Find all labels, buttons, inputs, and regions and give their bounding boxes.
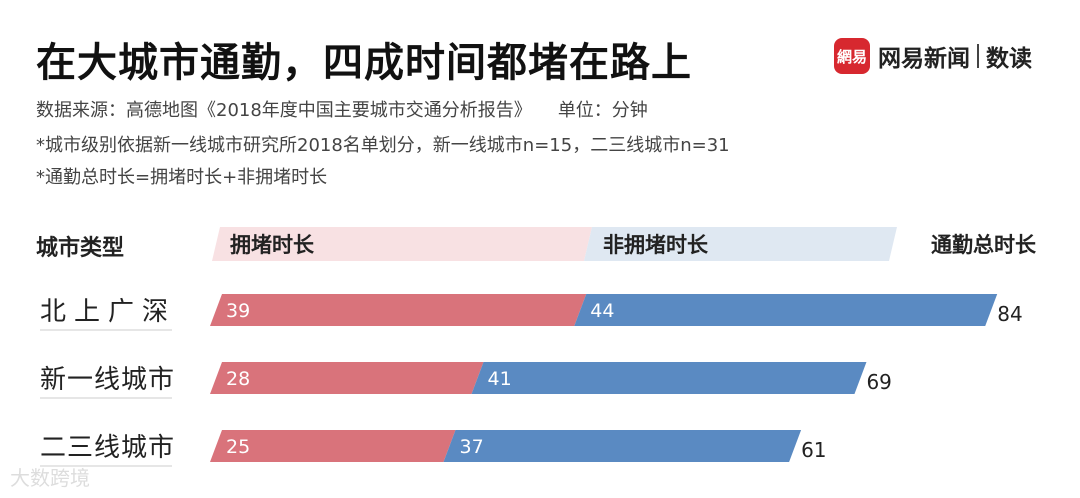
- category-label: 北上广深: [40, 297, 176, 327]
- brand: 網易 网易新闻 数读: [834, 38, 1032, 74]
- brand-separator: [977, 44, 979, 68]
- page-title: 在大城市通勤，四成时间都堵在路上: [36, 40, 692, 86]
- bar-congested: [210, 294, 587, 326]
- brand-name: 网易新闻: [878, 46, 970, 72]
- watermark: 大数跨境: [10, 466, 90, 490]
- header-band-congested: [212, 227, 592, 261]
- unit-text: 单位：分钟: [557, 100, 648, 121]
- netease-logo-icon: 網易: [834, 38, 870, 74]
- value-label-congested: 28: [226, 368, 250, 390]
- bar-congested: [210, 430, 456, 462]
- value-label-congested: 39: [226, 300, 250, 322]
- total-label: 84: [997, 302, 1022, 326]
- chart-header-row: 城市类型 拥堵时长 非拥堵时长 通勤总时长: [36, 227, 1037, 261]
- legend-congested: 拥堵时长: [230, 233, 315, 257]
- value-label-free-flow: 41: [488, 368, 512, 390]
- data-source: 数据来源：高德地图《2018年度中国主要城市交通分析报告》 单位：分钟: [36, 96, 648, 122]
- header-band-free-flow: [584, 227, 897, 261]
- legend-free-flow: 非拥堵时长: [603, 233, 709, 257]
- total-label: 69: [866, 370, 891, 394]
- brand-sub: 数读: [986, 46, 1032, 72]
- bar-free-flow: [574, 294, 998, 326]
- bar-congested: [210, 362, 484, 394]
- category-label: 新一线城市: [40, 365, 175, 395]
- total-label: 61: [801, 438, 826, 462]
- value-label-free-flow: 44: [590, 300, 614, 322]
- bar-free-flow: [471, 362, 867, 394]
- category-label: 二三线城市: [40, 433, 175, 463]
- footnote-city-tier: *城市级别依据新一线城市研究所2018名单划分，新一线城市n=15，二三线城市n…: [36, 135, 730, 156]
- value-label-congested: 25: [226, 436, 250, 458]
- category-header: 城市类型: [36, 235, 124, 261]
- bar-free-flow: [443, 430, 802, 462]
- value-label-free-flow: 37: [460, 436, 484, 458]
- source-text: 数据来源：高德地图《2018年度中国主要城市交通分析报告》: [36, 100, 532, 121]
- chart-rows: 北上广深 39 44 84 新一线城市 28 41 69 二三线城市 25 37 61: [40, 294, 1023, 467]
- legend-total: 通勤总时长: [931, 233, 1037, 257]
- footnote-total: *通勤总时长=拥堵时长+非拥堵时长: [36, 167, 328, 188]
